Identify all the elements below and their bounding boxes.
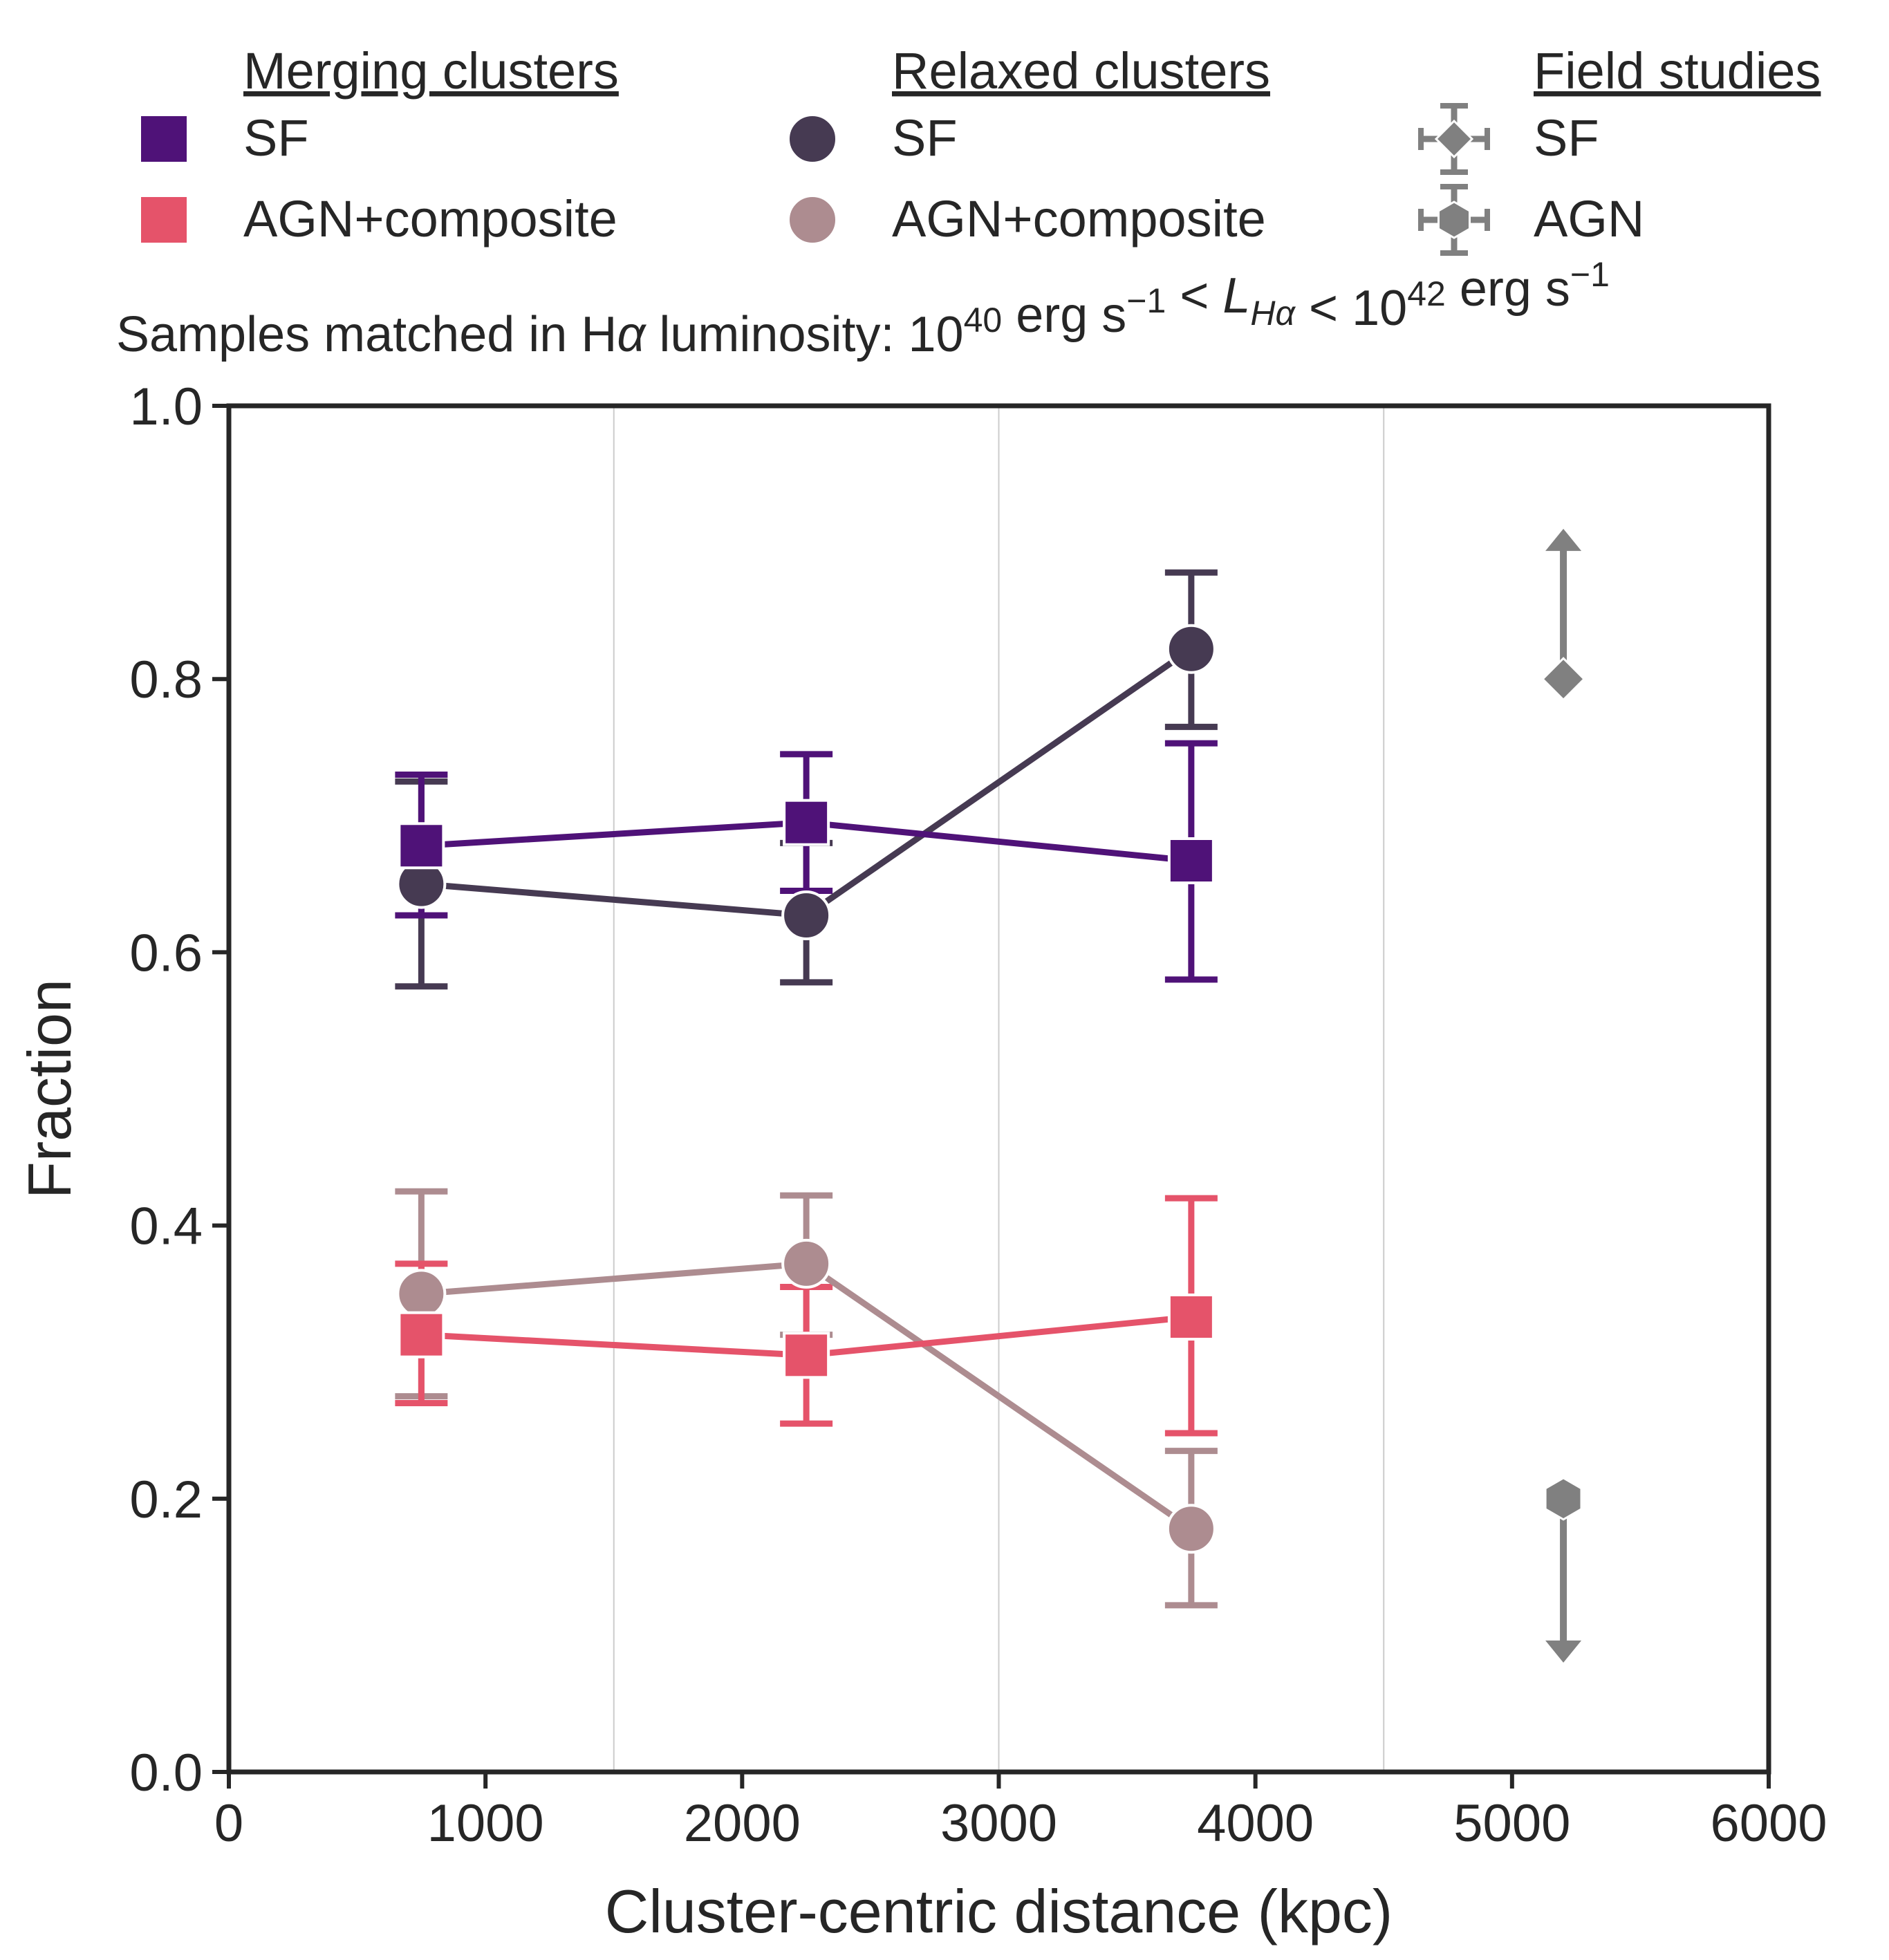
limit-arrow-head	[1545, 528, 1582, 551]
legend-group: Relaxed clusters SF AGN+composite	[787, 42, 1270, 248]
subtitle-part: erg s	[1002, 288, 1126, 343]
y-tick-label: 0.2	[129, 1471, 203, 1529]
subtitle-part: −1	[1570, 255, 1610, 294]
legend-marker-diamond	[1434, 119, 1474, 159]
data-point	[1166, 624, 1216, 674]
data-point	[396, 1269, 447, 1319]
data-point	[783, 799, 830, 846]
limit-arrow-head	[1545, 1640, 1582, 1663]
data-point	[781, 1238, 832, 1289]
subtitle-part: <	[1166, 268, 1222, 324]
legend-marker-circle	[787, 113, 838, 165]
subtitle-part: −1	[1126, 281, 1166, 320]
x-tick-label: 3000	[940, 1794, 1057, 1853]
subtitle-part: Samples matched in H	[116, 307, 617, 362]
legend-label: SF	[892, 109, 958, 167]
x-axis-label: Cluster-centric distance (kpc)	[605, 1877, 1393, 1945]
legend-label: AGN+composite	[243, 190, 617, 248]
chart-subtitle: Samples matched in Hα luminosity: 1040 e…	[116, 255, 1610, 362]
legend-group: Merging clusters SF AGN+composite	[138, 42, 619, 248]
field-point	[1544, 1477, 1583, 1663]
data-point	[783, 1332, 830, 1379]
subtitle-part: L	[1222, 268, 1250, 324]
data-point	[1166, 1504, 1216, 1554]
subtitle-part: luminosity: 10	[645, 307, 963, 362]
field-point	[1541, 528, 1586, 702]
legend-label: SF	[243, 109, 309, 167]
subtitle-part: < 10	[1295, 281, 1407, 336]
x-tick-label: 0	[214, 1794, 243, 1853]
subtitle-part: α	[617, 307, 646, 362]
legend-marker-hexagon	[1437, 200, 1471, 239]
x-tick-label: 6000	[1710, 1794, 1827, 1853]
y-tick-label: 0.8	[129, 651, 203, 709]
legend-title: Relaxed clusters	[892, 42, 1270, 100]
data-point	[781, 890, 832, 941]
x-tick-label: 1000	[427, 1794, 544, 1853]
subtitle-part: 40	[964, 301, 1003, 339]
y-tick-label: 1.0	[129, 377, 203, 436]
y-tick-label: 0.4	[129, 1197, 203, 1256]
legend-marker-square	[138, 194, 189, 245]
subtitle-part: erg s	[1446, 261, 1570, 317]
field-marker	[1544, 1477, 1583, 1521]
x-tick-label: 4000	[1197, 1794, 1314, 1853]
legend-marker-square	[138, 113, 189, 165]
y-tick-label: 0.0	[129, 1744, 203, 1802]
subtitle-part: 42	[1407, 274, 1446, 313]
legend-title: Merging clusters	[243, 42, 619, 100]
x-tick-label: 5000	[1453, 1794, 1570, 1853]
x-tick-label: 2000	[684, 1794, 801, 1853]
field-marker	[1541, 657, 1586, 702]
data-point	[1167, 837, 1215, 885]
legend-label: AGN+composite	[892, 190, 1266, 248]
legend-label: SF	[1534, 109, 1599, 167]
data-point	[1167, 1293, 1215, 1341]
plot-area	[395, 406, 1586, 1772]
data-point	[398, 822, 445, 870]
data-point	[398, 1311, 445, 1359]
legend-group: Field studies SF AGN	[1418, 42, 1821, 256]
legend-title: Field studies	[1534, 42, 1821, 100]
subtitle-part: Hα	[1250, 294, 1296, 333]
y-axis-label: Fraction	[15, 979, 84, 1199]
legend-marker-circle	[787, 194, 838, 245]
axes: 0 1000 2000 3000 4000 5000 6000 0.0 0.2 0.4 0.6 0.8…	[15, 377, 1827, 1945]
legend-label: AGN	[1534, 190, 1644, 248]
y-tick-label: 0.6	[129, 924, 203, 982]
